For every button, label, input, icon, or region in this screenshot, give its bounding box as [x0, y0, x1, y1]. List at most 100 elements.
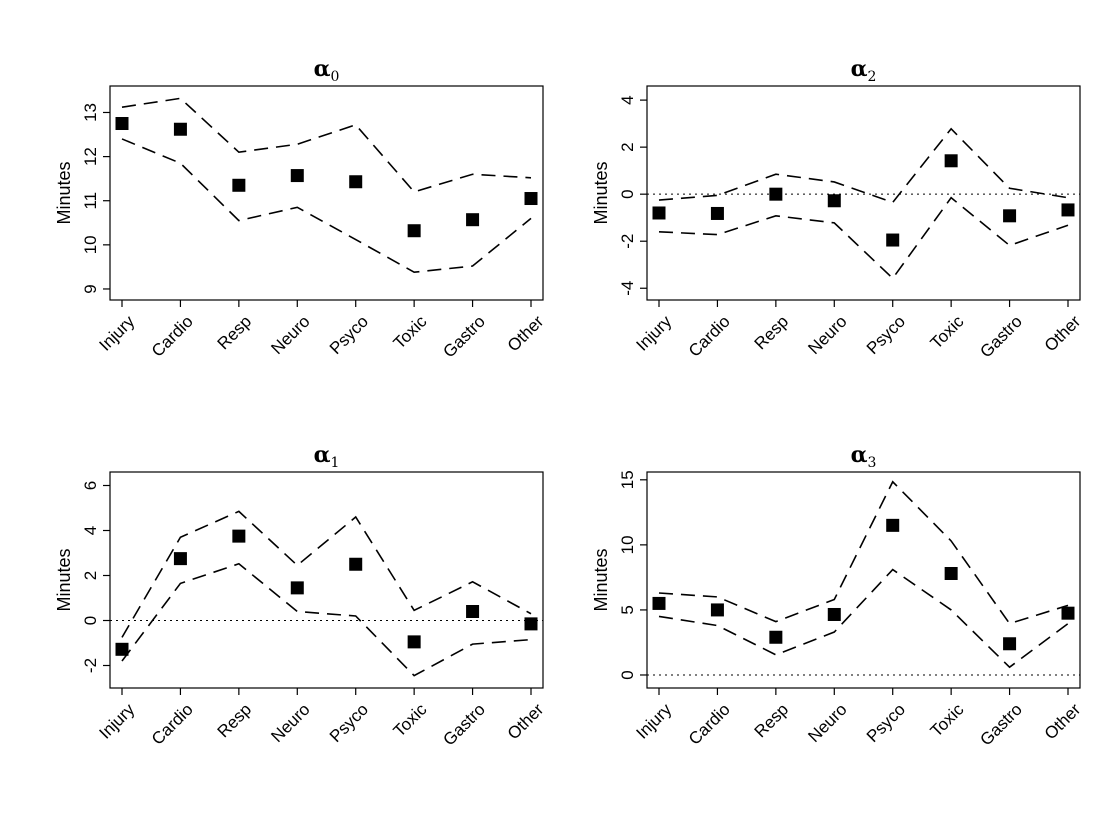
estimate-point-neuro [290, 581, 304, 595]
y-tick-label: 11 [81, 192, 100, 210]
upper-bound-line [121, 510, 532, 638]
lower-bound-line [658, 196, 1069, 280]
category-label-other: Other [504, 312, 548, 356]
category-label-neuro: Neuro [267, 312, 313, 358]
panel-title-base: α [851, 442, 868, 468]
panel-title-subscript: 0 [331, 69, 340, 85]
category-label-cardio: Cardio [685, 700, 734, 749]
lower-bound-line [658, 568, 1069, 669]
estimate-point-injury [115, 642, 129, 656]
category-label-injury: Injury [95, 312, 138, 355]
category-label-cardio: Cardio [148, 312, 197, 361]
category-label-resp: Resp [214, 700, 255, 741]
y-tick-label: 2 [81, 571, 100, 580]
y-tick-label: 12 [81, 147, 100, 166]
plot-frame [109, 85, 544, 301]
estimate-point-resp [232, 178, 246, 192]
plot-frame [646, 85, 1081, 301]
category-label-cardio: Cardio [148, 700, 197, 749]
estimate-point-cardio [710, 206, 724, 220]
category-label-neuro: Neuro [804, 312, 850, 358]
estimate-point-neuro [827, 607, 841, 621]
estimate-point-neuro [827, 194, 841, 208]
category-label-gastro: Gastro [976, 700, 1026, 750]
y-axis-label: Minutes [591, 161, 611, 224]
y-tick-label: 5 [618, 605, 637, 614]
y-tick-label: 15 [618, 470, 637, 489]
y-tick-label: 0 [81, 616, 100, 625]
panel-title-subscript: 1 [331, 455, 340, 471]
estimate-point-injury [115, 117, 129, 131]
y-axis-label: Minutes [54, 548, 74, 611]
category-label-other: Other [1041, 312, 1085, 356]
panel-title: α2 [851, 56, 877, 85]
estimate-point-toxic [944, 154, 958, 168]
panel-title-base: α [314, 442, 331, 468]
category-label-gastro: Gastro [976, 312, 1026, 362]
estimate-point-resp [232, 529, 246, 543]
category-label-other: Other [1041, 700, 1085, 744]
category-label-gastro: Gastro [439, 312, 489, 362]
y-axis-label: Minutes [591, 548, 611, 611]
estimate-point-toxic [407, 635, 421, 649]
panel-title-subscript: 3 [868, 455, 877, 471]
category-label-neuro: Neuro [267, 700, 313, 746]
y-tick-label: 10 [618, 535, 637, 554]
estimate-point-toxic [407, 224, 421, 238]
category-label-resp: Resp [751, 312, 792, 353]
plot-frame [109, 471, 544, 689]
y-tick-label: 9 [81, 284, 100, 293]
category-label-gastro: Gastro [439, 700, 489, 750]
y-tick-label: -2 [618, 234, 637, 249]
category-label-psyco: Psyco [863, 700, 909, 746]
estimate-point-gastro [466, 605, 480, 618]
y-axis-label: Minutes [54, 161, 74, 224]
category-label-toxic: Toxic [927, 312, 968, 353]
estimate-point-psyco [349, 557, 363, 571]
panel-title-subscript: 2 [868, 69, 877, 85]
estimate-point-cardio [173, 122, 187, 136]
category-label-toxic: Toxic [927, 700, 968, 741]
lower-bound-line [121, 562, 532, 677]
category-label-toxic: Toxic [390, 312, 431, 353]
estimate-point-gastro [466, 213, 480, 227]
estimate-point-toxic [944, 566, 958, 580]
estimate-point-resp [769, 630, 783, 644]
y-tick-label: 6 [81, 481, 100, 490]
category-label-injury: Injury [95, 700, 138, 743]
plot-frame [646, 471, 1081, 689]
panel-title-base: α [851, 56, 868, 82]
category-label-psyco: Psyco [326, 312, 372, 358]
y-tick-label: 0 [618, 670, 637, 679]
estimate-point-cardio [710, 603, 724, 617]
estimate-point-injury [652, 206, 666, 220]
estimate-point-psyco [886, 518, 900, 532]
estimate-point-psyco [886, 233, 900, 247]
panel-title: α0 [314, 56, 340, 85]
y-tick-label: -4 [618, 281, 637, 296]
y-tick-label: 4 [618, 95, 637, 104]
estimate-point-gastro [1003, 637, 1017, 651]
y-tick-label: 10 [81, 235, 100, 254]
estimate-point-psyco [349, 175, 363, 189]
category-label-resp: Resp [751, 700, 792, 741]
panel-title-base: α [314, 56, 331, 82]
estimate-point-injury [652, 596, 666, 610]
upper-bound-line [658, 480, 1069, 625]
y-tick-label: 2 [618, 142, 637, 151]
category-label-neuro: Neuro [804, 700, 850, 746]
lower-bound-line [121, 138, 532, 274]
y-tick-label: -2 [81, 658, 100, 673]
estimate-point-gastro [1003, 209, 1017, 223]
upper-bound-line [121, 97, 532, 193]
estimate-point-neuro [290, 169, 304, 183]
estimate-point-other [1061, 203, 1075, 217]
panel-0: α0 Minutes 9 10 11 12 13 Injury Cardio Resp Neuro P… [54, 56, 548, 361]
panel-3: α3 Minutes 0 5 10 15 Injury Cardio Resp Neuro Psyc… [591, 442, 1085, 749]
category-label-resp: Resp [214, 312, 255, 353]
y-tick-label: 0 [618, 189, 637, 198]
estimate-point-cardio [173, 552, 187, 566]
estimate-point-other [1061, 606, 1075, 620]
